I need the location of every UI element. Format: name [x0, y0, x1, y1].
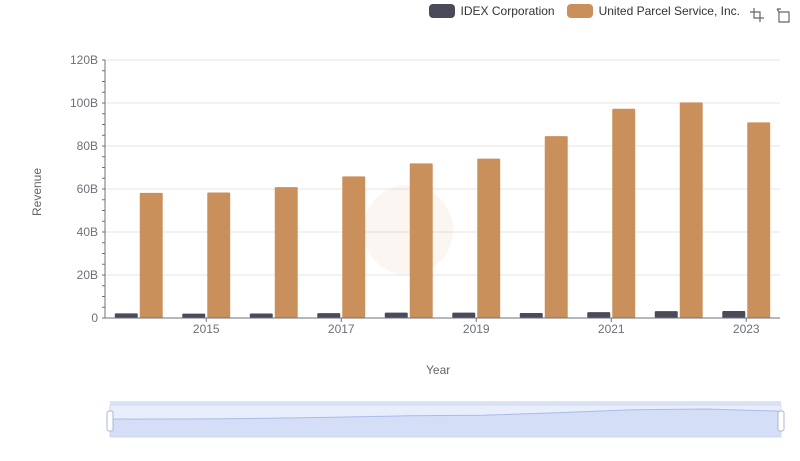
zoom-area [110, 409, 781, 437]
y-tick-label: 80B [77, 139, 98, 153]
bar-idex-2016 [249, 313, 273, 318]
axes: 0 20B 40B 60B 80B 100B 120B 2015 2017 2019 2021 202… [70, 53, 780, 336]
watermark-logo [363, 185, 453, 275]
bar-idex-2020 [519, 312, 543, 318]
bar-idex-2019 [452, 312, 476, 318]
bar-idex-2023 [722, 310, 746, 318]
y-tick-label: 100B [70, 96, 98, 110]
y-axis-title: Revenue [30, 167, 44, 216]
x-tick-label: 2015 [193, 322, 220, 336]
legend-label-ups: United Parcel Service, Inc. [598, 4, 740, 18]
y-tick-label: 120B [70, 53, 98, 67]
legend-swatch-idex [428, 4, 455, 18]
y-tick-label: 60B [77, 182, 98, 196]
y-tick-label: 20B [77, 268, 98, 282]
bar-ups-2018 [409, 163, 433, 318]
bar-idex-2018 [384, 312, 408, 318]
bar-ups-2019 [477, 158, 501, 318]
bar-idex-2021 [587, 312, 611, 318]
legend-item-idex[interactable]: IDEX Corporation [428, 4, 555, 18]
zoom-handle-right[interactable] [777, 410, 785, 432]
x-tick-label: 2023 [733, 322, 760, 336]
legend: IDEX Corporation United Parcel Service, … [417, 4, 740, 18]
restore-icon[interactable] [774, 6, 792, 24]
bar-ups-2014 [139, 192, 163, 318]
y-tick-label: 40B [77, 225, 98, 239]
legend-swatch-ups [566, 4, 593, 18]
x-tick-label: 2019 [463, 322, 490, 336]
zoom-icon[interactable] [748, 6, 766, 24]
bar-ups-2016 [274, 187, 298, 318]
bars [114, 102, 771, 319]
zoom-line [109, 408, 782, 420]
bar-idex-2015 [182, 313, 206, 318]
data-zoom-slider[interactable] [106, 401, 785, 438]
y-tick-label: 0 [91, 311, 98, 325]
bar-ups-2023 [747, 122, 771, 318]
bar-ups-2015 [207, 192, 231, 318]
toolbox [740, 6, 792, 24]
bar-ups-2017 [342, 176, 366, 318]
zoom-handle-left[interactable] [106, 410, 114, 432]
bar-idex-2022 [654, 311, 678, 318]
bar-ups-2021 [612, 108, 636, 319]
legend-item-ups[interactable]: United Parcel Service, Inc. [566, 4, 740, 18]
zoom-top-bar [110, 401, 781, 406]
x-axis-title: Year [426, 363, 451, 377]
bar-ups-2020 [544, 136, 568, 318]
bar-idex-2017 [317, 313, 341, 318]
bar-idex-2014 [114, 313, 138, 318]
x-tick-label: 2017 [328, 322, 355, 336]
bar-ups-2022 [679, 102, 703, 318]
legend-label-idex: IDEX Corporation [460, 4, 555, 18]
x-tick-label: 2021 [598, 322, 625, 336]
